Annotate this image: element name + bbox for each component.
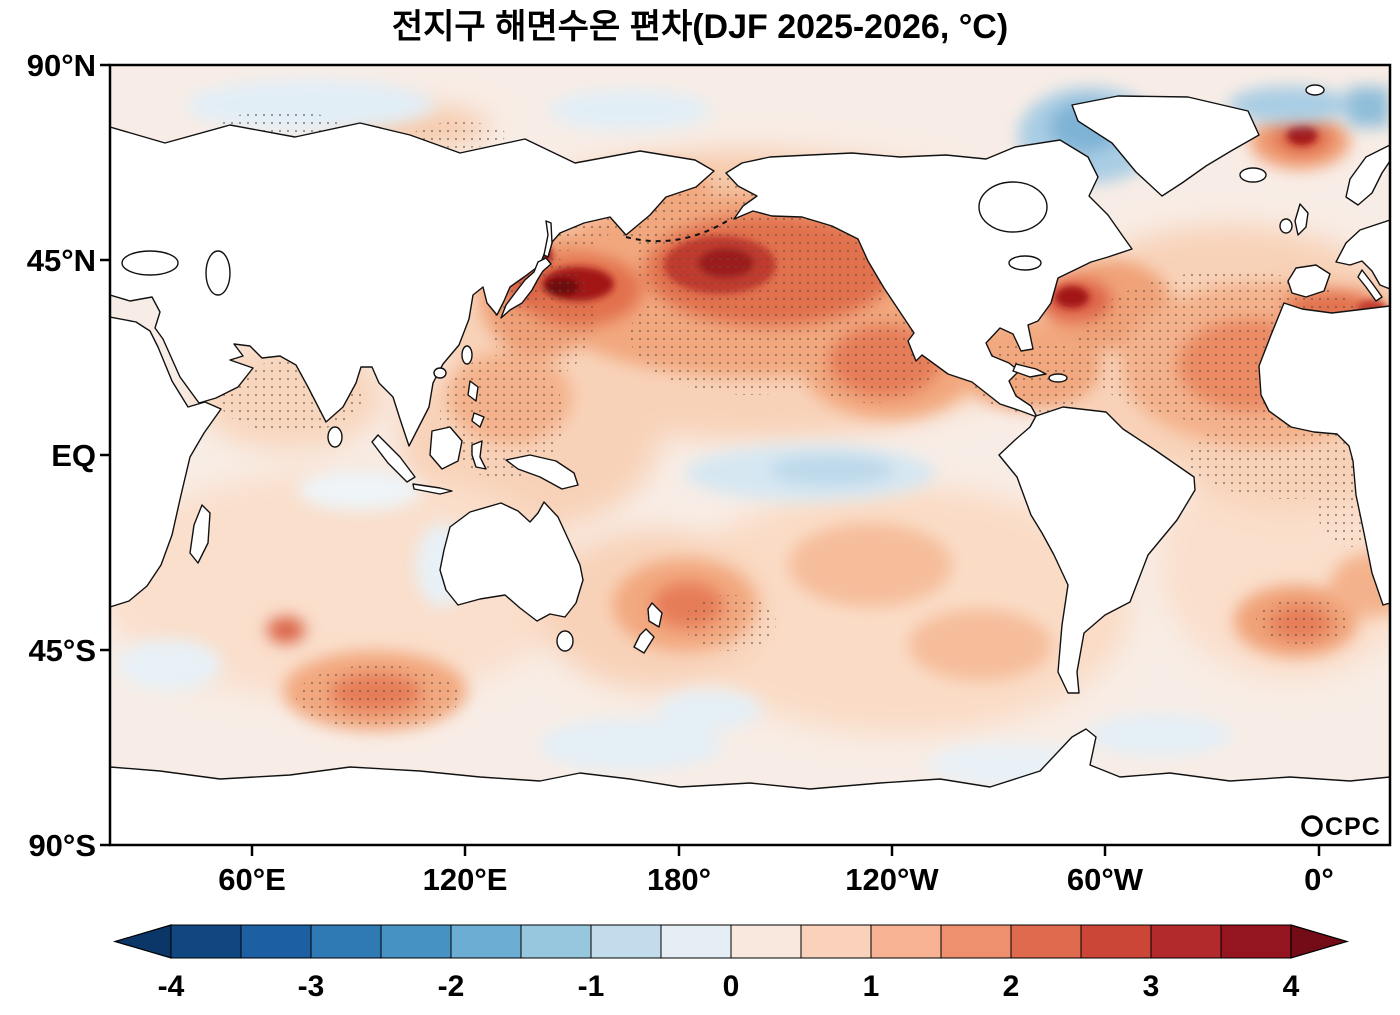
- colorbar-segment: [940, 924, 1012, 959]
- y-label-90s: 90°S: [28, 828, 96, 863]
- colorbar-segment: [1080, 924, 1152, 959]
- continent-africa-west: [1258, 302, 1390, 606]
- x-axis: 60°E 120°E 180° 120°W 60°W 0°: [218, 845, 1334, 897]
- island-cuba: [1012, 363, 1047, 378]
- y-axis: 90°N 45°N EQ 45°S 90°S: [27, 48, 110, 863]
- island-iceland: [1239, 167, 1267, 183]
- island-mindanao: [471, 412, 485, 428]
- y-label-90n: 90°N: [27, 48, 96, 83]
- continent-australia: [439, 501, 584, 622]
- colorbar-tick-minus2: -2: [438, 970, 465, 1003]
- x-label-60e: 60°E: [218, 862, 286, 897]
- island-ireland: [1279, 218, 1293, 234]
- island-greenland: [1071, 95, 1260, 197]
- colorbar-tick-3: 3: [1143, 970, 1160, 1003]
- colorbar-segment: [730, 924, 802, 959]
- colorbar-segment: [1150, 924, 1222, 959]
- island-sakhalin: [543, 220, 553, 258]
- colorbar-tick-4: 4: [1283, 970, 1300, 1003]
- cpc-logo: CPC: [1301, 813, 1381, 841]
- y-label-45n: 45°N: [27, 243, 96, 278]
- europe-continent: [1335, 219, 1390, 290]
- island-srilanka: [327, 426, 343, 448]
- colorbar-segment: [240, 924, 312, 959]
- colorbar-tick-minus3: -3: [298, 970, 325, 1003]
- colorbar-segment: [380, 924, 452, 959]
- island-taiwan: [461, 345, 473, 365]
- chart-title: 전지구 해면수온 편차(DJF 2025-2026, °C): [392, 8, 1008, 46]
- caspian-sea: [205, 250, 231, 296]
- colorbar-segment: [800, 924, 872, 959]
- colorbar-segment: [660, 924, 732, 959]
- colorbar-tick-minus4: -4: [158, 970, 185, 1003]
- aleutian-arc: [625, 217, 733, 243]
- island-svalbard: [1305, 84, 1325, 96]
- x-label-180: 180°: [647, 862, 711, 897]
- x-label-60w: 60°W: [1067, 862, 1144, 897]
- x-label-120e: 120°E: [423, 862, 508, 897]
- map-canvas: CPC: [110, 65, 1390, 845]
- colorbar-segment: [1220, 924, 1292, 959]
- colorbar-arrow-left: [112, 924, 172, 959]
- x-label-0: 0°: [1304, 862, 1334, 897]
- colorbar-segment: [870, 924, 942, 959]
- europe-iberia: [1287, 264, 1331, 298]
- island-japan: [500, 257, 552, 319]
- colorbar-segment: [450, 924, 522, 959]
- island-great-britain: [1294, 203, 1309, 236]
- y-label-eq: EQ: [51, 438, 96, 473]
- landmasses: [110, 84, 1390, 845]
- island-java: [412, 483, 453, 495]
- colorbar-segment: [590, 924, 662, 959]
- cpc-logo-text: CPC: [1325, 813, 1381, 841]
- great-lakes: [1008, 255, 1042, 271]
- colorbar-segment: [520, 924, 592, 959]
- colorbar-segment: [310, 924, 382, 959]
- island-madagascar: [189, 504, 211, 564]
- island-newguinea: [505, 454, 579, 490]
- colorbar-tick-0: 0: [723, 970, 740, 1003]
- black-sea: [121, 250, 179, 276]
- island-newzealand-north: [647, 602, 663, 628]
- europe-scandinavia: [1345, 144, 1390, 206]
- island-hainan: [433, 367, 447, 379]
- colorbar-tick-2: 2: [1003, 970, 1020, 1003]
- colorbar-arrow-right: [1290, 924, 1350, 959]
- island-sulawesi: [471, 440, 487, 470]
- colorbar-tick-1: 1: [863, 970, 880, 1003]
- island-hispaniola: [1048, 373, 1068, 383]
- hudson-bay: [978, 181, 1048, 233]
- island-luzon: [467, 380, 479, 402]
- island-borneo: [429, 426, 463, 470]
- continent-africa-east: [110, 316, 222, 608]
- island-sumatra: [371, 434, 416, 483]
- colorbar: -4 -3 -2 -1 0 1 2 3 4: [112, 924, 1350, 1003]
- colorbar-segment: [170, 924, 242, 959]
- continent-south-america: [998, 406, 1196, 694]
- island-tasmania: [556, 630, 574, 652]
- europe-italy: [1357, 269, 1383, 302]
- colorbar-tick-minus1: -1: [578, 970, 605, 1003]
- x-label-120w: 120°W: [845, 862, 939, 897]
- island-newzealand-south: [633, 628, 655, 654]
- y-label-45s: 45°S: [28, 633, 96, 668]
- colorbar-segment: [1010, 924, 1082, 959]
- continent-antarctica: [110, 728, 1390, 845]
